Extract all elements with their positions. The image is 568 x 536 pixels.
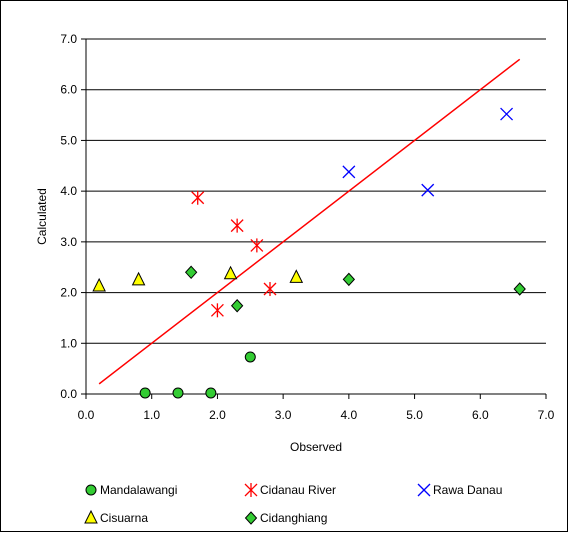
legend-label-cidanau-river: Cidanau River [260,483,336,497]
x-tick-label: 0.0 [78,408,95,422]
x-tick-label: 2.0 [209,408,226,422]
legend-marker-cisuarna [84,509,98,524]
data-point-cidanau-river [230,218,244,233]
legend-label-cisuarna: Cisuarna [100,511,148,525]
data-point-cidanau-river [250,238,264,253]
x-tick-label: 1.0 [143,408,160,422]
data-point-mandalawangi [139,387,151,399]
y-tick-label: 5.0 [60,133,77,147]
x-tick-label: 6.0 [472,408,489,422]
fit-line [98,58,521,385]
data-point-mandalawangi [205,387,217,399]
data-point-rawa-danau [500,107,514,121]
data-point-cisuarna [131,271,146,286]
x-tick-label: 3.0 [275,408,292,422]
data-point-cidanghiang [342,272,356,287]
x-axis-title: Observed [290,440,342,454]
x-tick-label: 7.0 [538,408,555,422]
y-tick-label: 1.0 [60,336,77,350]
data-point-cidanghiang [230,299,244,313]
legend-marker-cidanau-river [244,483,258,497]
legend-label-mandalawangi: Mandalawangi [100,483,177,497]
y-tick-label: 0.0 [60,387,77,401]
data-point-mandalawangi [244,351,256,363]
data-point-rawa-danau [421,183,435,197]
data-point-cidanau-river [210,303,224,318]
y-tick-label: 3.0 [60,235,77,249]
data-point-cisuarna [92,277,106,292]
data-point-mandalawangi [172,387,184,399]
x-tick-label: 4.0 [341,408,358,422]
legend-label-cidanghiang: Cidanghiang [260,511,327,525]
y-tick-label: 6.0 [60,83,77,97]
data-point-cidanau-river [191,190,205,205]
data-point-cisuarna [289,269,304,283]
legend-label-rawa-danau: Rawa Danau [433,483,502,497]
data-point-cidanau-river [263,282,277,297]
x-tick-label: 5.0 [406,408,423,422]
legend-marker-cidanghiang [244,511,258,525]
y-axis-title: Calculated [35,188,49,245]
y-tick-label: 7.0 [60,32,77,46]
data-point-rawa-danau [342,165,356,179]
data-point-cidanghiang [184,265,198,280]
legend-marker-rawa-danau [417,483,431,497]
y-tick-label: 4.0 [60,184,77,198]
legend-marker-mandalawangi [85,484,97,496]
data-point-cidanghiang [513,282,526,296]
y-tick-label: 2.0 [60,286,77,300]
data-point-cisuarna [223,265,238,280]
